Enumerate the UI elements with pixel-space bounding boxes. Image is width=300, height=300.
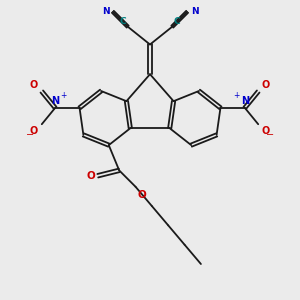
- Text: C: C: [174, 17, 180, 26]
- Text: +: +: [61, 91, 67, 100]
- Text: N: N: [102, 7, 109, 16]
- Text: N: N: [241, 96, 249, 106]
- Text: O: O: [30, 126, 38, 136]
- Text: O: O: [262, 126, 270, 136]
- Text: N: N: [51, 96, 59, 106]
- Text: N: N: [191, 7, 198, 16]
- Text: −: −: [26, 130, 34, 140]
- Text: O: O: [137, 190, 146, 200]
- Text: O: O: [262, 80, 270, 90]
- Text: C: C: [120, 17, 126, 26]
- Text: +: +: [233, 91, 239, 100]
- Text: O: O: [86, 171, 95, 181]
- Text: O: O: [30, 80, 38, 90]
- Text: −: −: [266, 130, 274, 140]
